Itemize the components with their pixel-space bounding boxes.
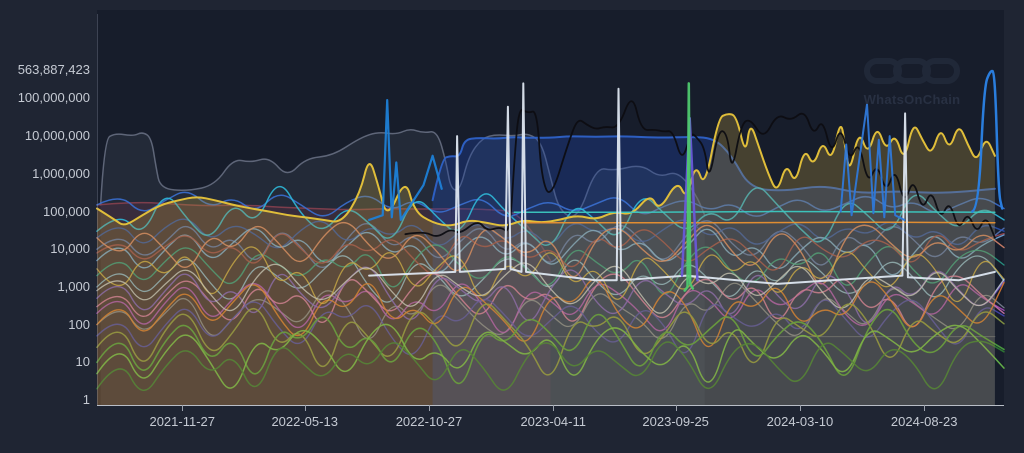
series-medium-blue-noisy	[96, 191, 1005, 217]
x-axis-tick	[675, 405, 677, 411]
y-axis-label: 100,000,000	[17, 90, 90, 106]
series-steel-noisy	[96, 220, 1005, 268]
y-axis-line	[97, 14, 98, 405]
y-axis-label: 1,000	[57, 278, 90, 294]
watermark: WhatsOnChain	[852, 56, 972, 107]
x-axis-label: 2024-03-10	[766, 414, 834, 429]
series-cyan-noisy	[96, 186, 1005, 246]
x-axis-tick	[799, 405, 801, 411]
x-axis-tick	[924, 405, 926, 411]
x-axis-label: 2023-04-11	[520, 414, 586, 429]
y-axis-label: 10,000,000	[24, 128, 90, 144]
x-axis-tick	[182, 405, 184, 411]
series-green-noisy	[96, 308, 1005, 385]
y-axis-label: 10,000	[50, 241, 90, 257]
series-green-spike	[683, 82, 695, 292]
series-lime-noisy	[96, 323, 1005, 389]
series-indigo-noisy	[96, 298, 1005, 355]
series-white-spikes	[368, 82, 996, 285]
series-salmon-noisy	[96, 221, 1005, 285]
series-teal-flat	[513, 210, 996, 214]
series-orange-flat	[522, 221, 996, 224]
y-axis-label: 100	[68, 316, 90, 332]
y-axis-label: 100,000	[43, 203, 90, 219]
x-axis-label: 2024-08-23	[890, 414, 958, 429]
series-blue-spikes-mid	[839, 103, 906, 221]
x-axis-label: 2021-11-27	[149, 414, 216, 429]
y-axis-label: 1	[82, 392, 90, 407]
series-orange-noisy	[96, 279, 1005, 348]
x-axis-tick	[304, 405, 306, 411]
x-axis-tick	[428, 405, 430, 411]
series-pink-noisy	[96, 273, 1005, 328]
y-axis: 563,887,423 100,000,000 10,000,000 1,000,00…	[0, 0, 92, 453]
x-axis-label: 2022-05-13	[271, 414, 338, 429]
x-axis-label: 2022-10-27	[395, 414, 463, 429]
y-axis-label: 563,887,423	[17, 62, 90, 78]
series-purple-noisy	[96, 266, 1005, 324]
series-white-noisy	[96, 262, 1005, 314]
series-yellow-noisy	[96, 246, 1005, 305]
series-gray-noisy	[96, 282, 1005, 340]
series-right-blue-spike	[971, 69, 1004, 213]
series-yellow-main	[96, 113, 996, 227]
series-olive-noisy	[96, 303, 1005, 376]
y-axis-label: 1,000,000	[32, 165, 90, 181]
chain-link-icon	[864, 58, 960, 84]
x-axis-tick	[553, 405, 555, 411]
x-axis-label: 2023-09-25	[642, 414, 709, 429]
series-darkred-noisy	[96, 229, 1005, 274]
series-magenta-noisy	[96, 281, 1005, 334]
x-axis-line	[97, 405, 1004, 406]
series-area-yellow-main	[97, 114, 995, 405]
series-forest-noisy	[96, 340, 1005, 391]
watermark-text: WhatsOnChain	[863, 92, 961, 107]
y-axis-label: 10	[75, 354, 90, 370]
series-royal-blue-area	[431, 135, 996, 202]
series-brightblue-spike	[368, 99, 443, 221]
series-teal-noisy	[96, 244, 1005, 295]
